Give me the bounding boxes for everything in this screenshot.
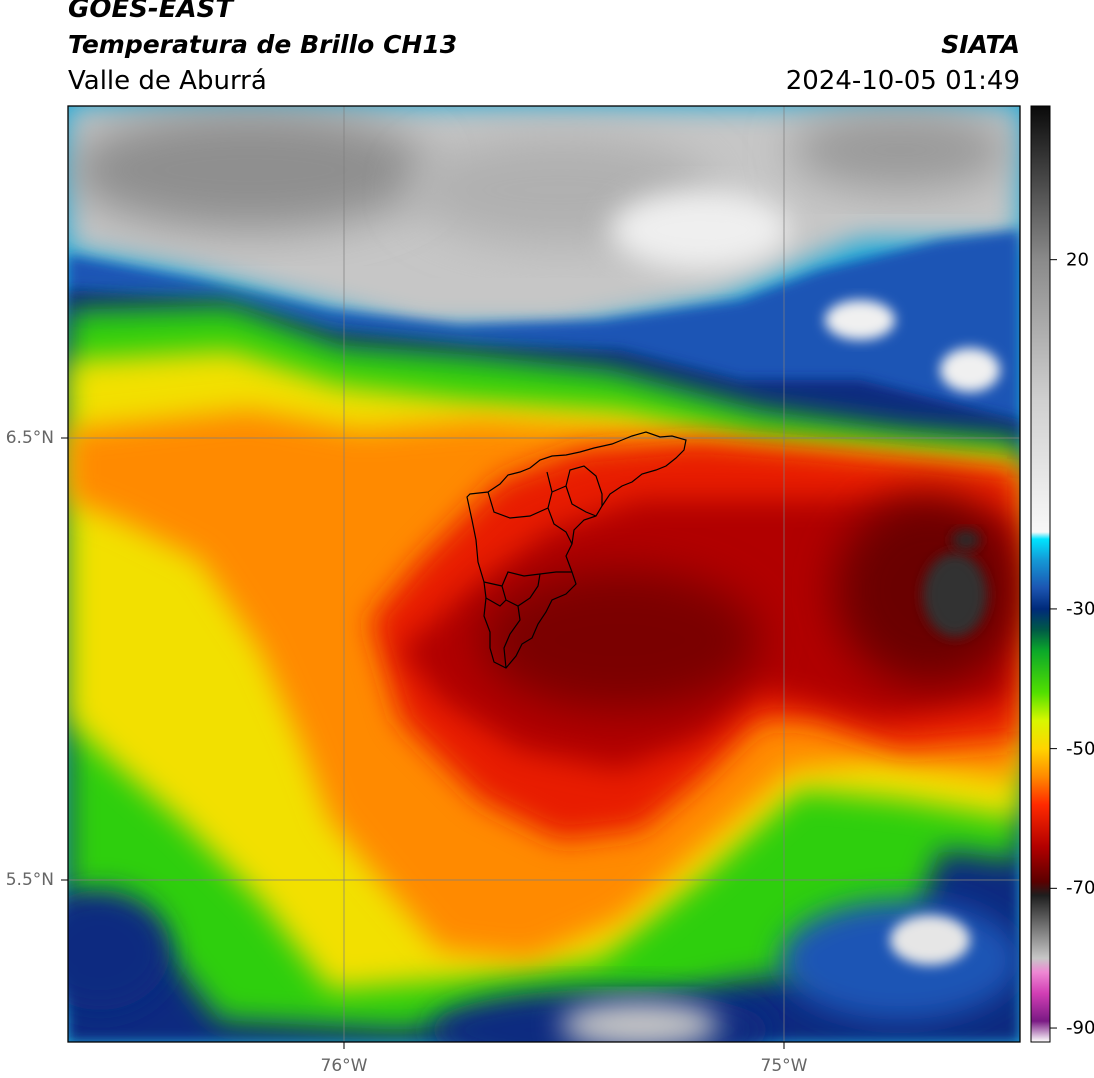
colorbar-tick-label: -50 <box>1066 738 1094 760</box>
brightness-temperature-field <box>68 106 1020 1042</box>
satellite-title: GOES-EAST <box>68 0 234 24</box>
boundary-municipal <box>546 471 573 545</box>
colorbar-frame <box>1030 105 1051 1043</box>
colorbar-tick-label: 20 <box>1066 249 1089 271</box>
colorbar-fill <box>1031 106 1050 1042</box>
valle-de-aburra-boundaries <box>466 431 687 669</box>
boundary-municipal <box>565 485 597 517</box>
lat-label-5-5n: 5.5°N <box>5 870 54 890</box>
lon-label-75w: 75°W <box>760 1056 808 1076</box>
graticule <box>68 106 1020 1042</box>
organization-label: SIATA <box>941 30 1020 59</box>
lat-label-6-5n: 6.5°N <box>5 428 54 448</box>
region-label: Valle de Aburrá <box>68 66 267 96</box>
colorbar-tick-label: -90 <box>1066 1017 1094 1039</box>
colorbar-tick-label: -70 <box>1066 877 1094 899</box>
boundary-municipal <box>503 605 521 669</box>
map-frame <box>67 105 1021 1043</box>
boundary-municipal <box>485 597 507 607</box>
colorbar <box>1030 105 1057 1043</box>
lon-label-76w: 76°W <box>320 1056 368 1076</box>
boundary-municipal <box>487 491 549 519</box>
product-title: Temperatura de Brillo CH13 <box>68 30 458 59</box>
datetime-label: 2024-10-05 01:49 <box>785 66 1020 96</box>
boundary-municipal <box>501 573 541 607</box>
colorbar-tick-label: -30 <box>1066 598 1094 620</box>
colorbar-ticks <box>1050 259 1057 1029</box>
boundary-outline <box>466 431 687 669</box>
